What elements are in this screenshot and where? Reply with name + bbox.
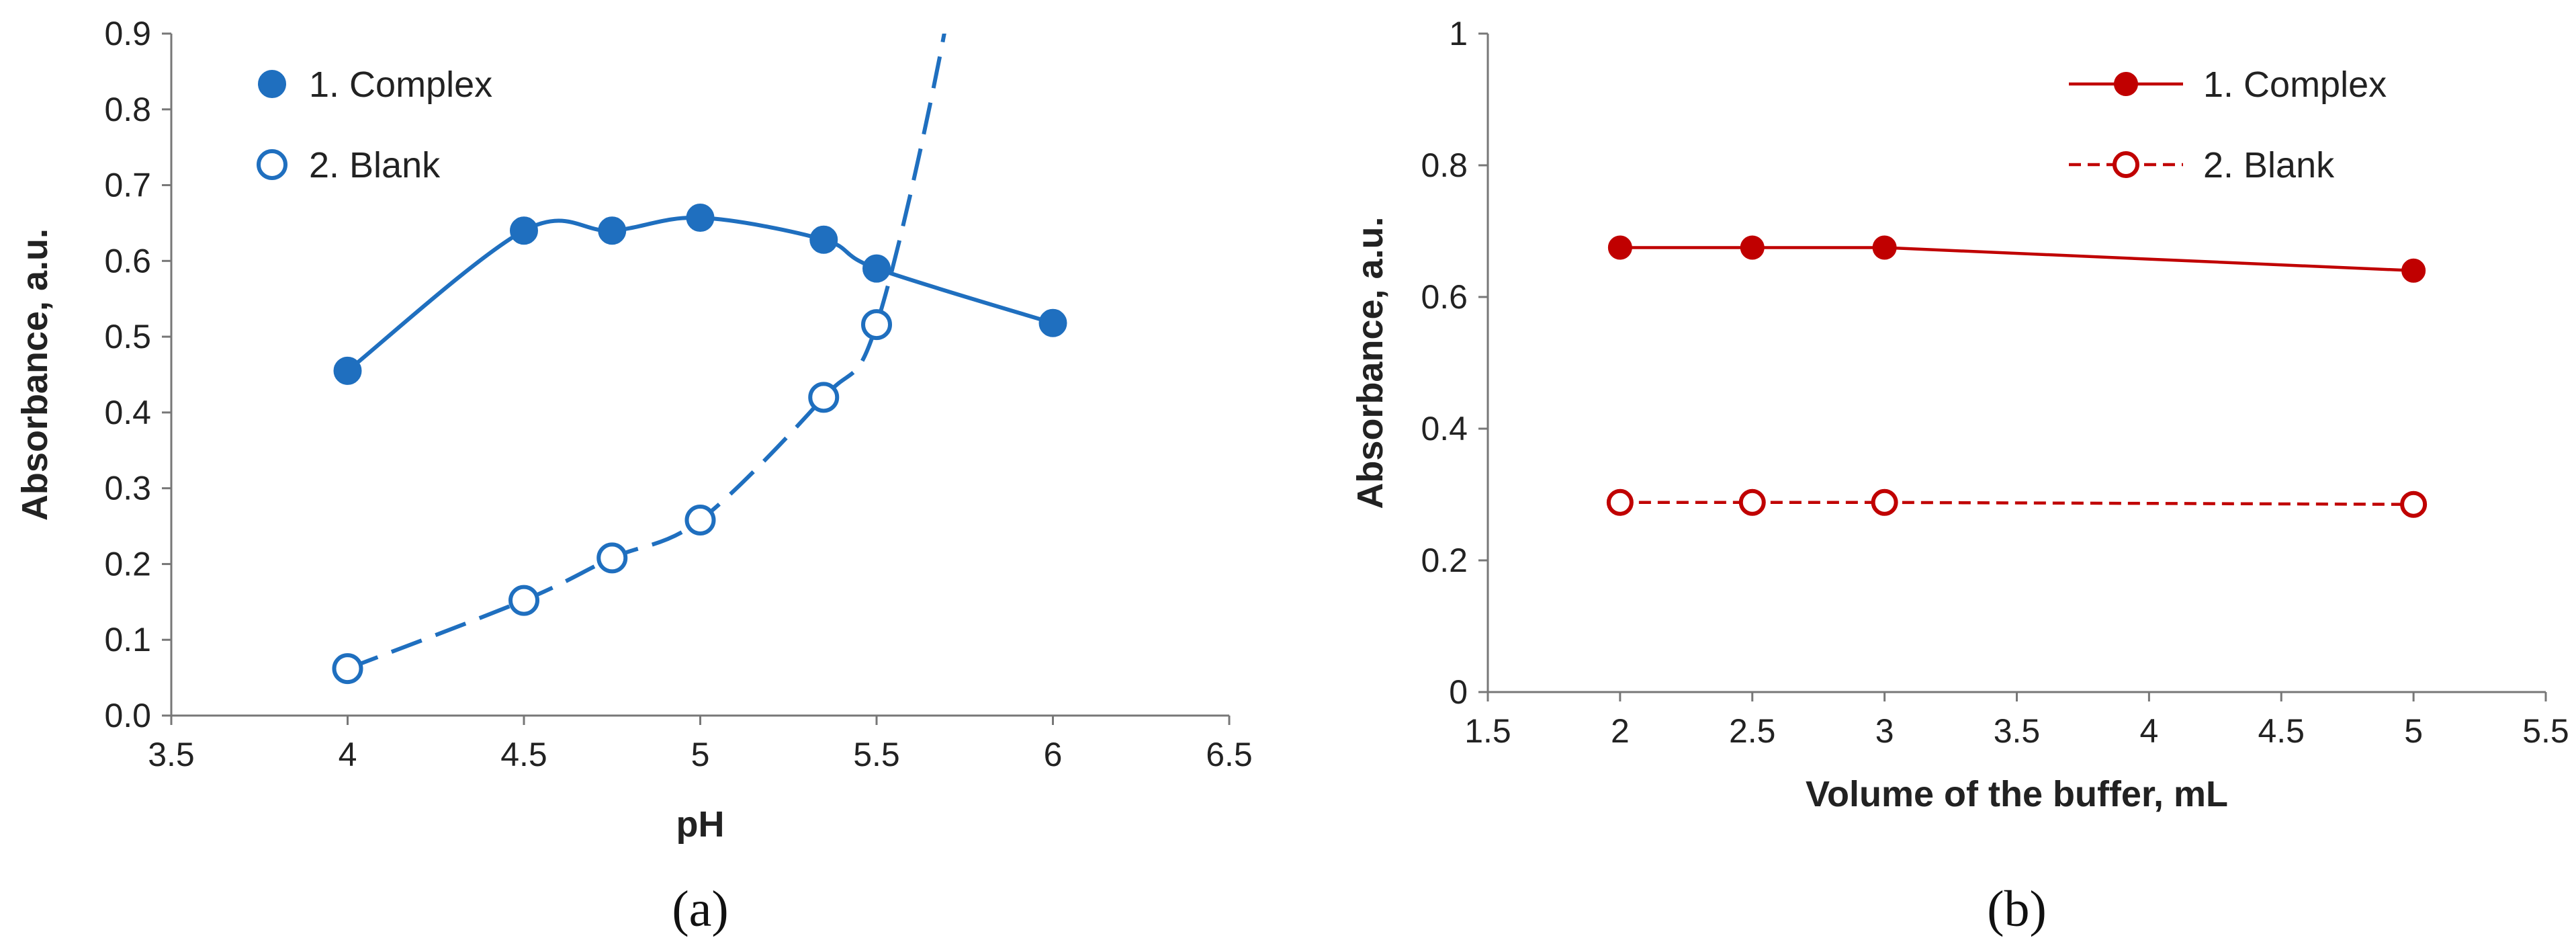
x-tick-label: 3.5 — [148, 736, 195, 773]
data-point-series-1 — [1872, 235, 1897, 260]
data-point-series-1 — [2401, 258, 2426, 283]
data-point-series-2 — [1738, 488, 1766, 516]
chart-panel-a: 3.5 4 4.5 5 5.5 6 6.5 0.0 0.1 0.2 0.3 0.4 0.5 0.6 0.7 0… — [15, 15, 1253, 937]
data-point-series-2 — [684, 505, 716, 536]
legend-label-1: 1. Complex — [309, 65, 492, 105]
y-axis-title: Absorbance, a.u. — [1350, 216, 1390, 509]
data-point-series-1 — [510, 216, 538, 245]
x-tick-label: 4 — [2139, 712, 2158, 750]
y-tick-label: 0.0 — [104, 697, 151, 734]
data-point-series-1 — [809, 225, 838, 254]
plot-area-1 — [1619, 246, 2414, 506]
data-point-series-1 — [862, 254, 891, 283]
y-tick-label: 0.6 — [1421, 278, 1468, 316]
y-tick-label: 0.4 — [104, 394, 151, 431]
legend-label-1: 1. Complex — [2203, 65, 2387, 105]
data-point-series-2 — [2400, 490, 2428, 518]
data-point-series-1 — [1038, 308, 1067, 337]
legend-0: 1. Complex 2. Blank — [257, 65, 492, 185]
x-tick-label: 3.5 — [1994, 712, 2041, 750]
data-point-series-2 — [596, 542, 628, 574]
x-tick-label: 1.5 — [1464, 712, 1511, 750]
data-point-series-1 — [333, 356, 362, 385]
y-tick-label: 0.8 — [104, 91, 151, 128]
data-point-series-2 — [808, 382, 840, 413]
x-tick-label: 6.5 — [1206, 736, 1253, 773]
x-tick-label: 5 — [2404, 712, 2423, 750]
y-tick-label: 1 — [1449, 15, 1468, 52]
legend-marker-2 — [2113, 151, 2139, 178]
y-tick-label: 0.5 — [104, 318, 151, 355]
x-tick-label: 4.5 — [500, 736, 547, 773]
data-point-series-1 — [1607, 235, 1632, 260]
legend-label-2: 2. Blank — [309, 145, 441, 185]
series-line-1 — [1619, 246, 2414, 273]
data-point-series-2 — [1871, 488, 1898, 516]
y-tick-label: 0.2 — [104, 545, 151, 583]
y-tick-label: 0.4 — [1421, 410, 1468, 447]
data-point-series-2 — [861, 309, 892, 341]
legend-marker-2 — [257, 149, 287, 180]
x-tick-label: 5 — [691, 736, 710, 773]
y-tick-label: 0.1 — [104, 621, 151, 658]
data-point-series-1 — [686, 204, 715, 232]
y-tick-label: 0.8 — [1421, 146, 1468, 184]
y-tick-label: 0 — [1449, 673, 1468, 711]
x-tick-label: 2.5 — [1729, 712, 1776, 750]
y-tick-label: 0.6 — [104, 242, 151, 280]
x-tick-label: 2 — [1611, 712, 1630, 750]
y-tick-label: 0.7 — [104, 167, 151, 204]
x-tick-label: 6 — [1044, 736, 1063, 773]
y-tick-label: 0.3 — [104, 470, 151, 507]
panel-label: (a) — [672, 881, 728, 937]
x-tick-label: 4 — [339, 736, 357, 773]
data-point-series-1 — [1740, 235, 1765, 260]
data-point-series-2 — [508, 585, 539, 616]
series-line-1 — [346, 215, 1054, 373]
panel-label: (b) — [1987, 881, 2047, 937]
x-tick-label: 5.5 — [2522, 712, 2569, 750]
x-tick-label: 5.5 — [853, 736, 900, 773]
x-axis-title: Volume of the buffer, mL — [1806, 774, 2228, 814]
legend-1: 1. Complex 2. Blank — [2069, 65, 2387, 185]
y-axis-title: Absorbance, a.u. — [15, 228, 55, 521]
legend-marker-1 — [2114, 72, 2138, 96]
x-axis-title: pH — [676, 804, 725, 845]
data-point-series-2 — [1606, 488, 1634, 516]
chart-panel-b: 1.5 2 2.5 3 3.5 4 4.5 5 5.5 0 0.2 0.4 0.6 0.8 1 Volume … — [1350, 15, 2569, 937]
series-line-2 — [1619, 501, 2414, 506]
data-point-series-2 — [332, 653, 363, 685]
y-tick-label: 0.2 — [1421, 542, 1468, 579]
data-point-series-1 — [598, 216, 627, 245]
x-tick-label: 4.5 — [2258, 712, 2305, 750]
legend-label-2: 2. Blank — [2203, 145, 2335, 185]
y-tick-label: 0.9 — [104, 15, 151, 52]
legend-marker-1 — [258, 70, 286, 98]
x-tick-label: 3 — [1875, 712, 1894, 750]
